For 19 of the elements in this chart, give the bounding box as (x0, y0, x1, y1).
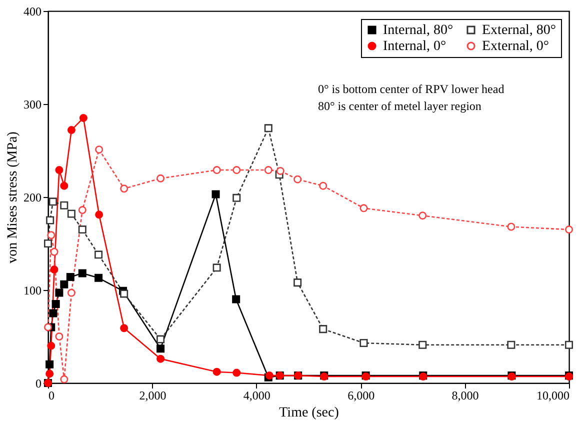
legend-label: External, 80° (482, 23, 556, 38)
y-axis-title: von Mises stress (MPa) (6, 131, 20, 264)
y-tick-label: 200 (24, 190, 42, 204)
x-tick-label: 0 (48, 388, 54, 402)
x-tick-label: 2,000 (139, 388, 166, 402)
x-tick-label: 4,000 (243, 388, 270, 402)
y-tick-label: 0 (36, 376, 42, 390)
x-axis-title: Time (sec) (279, 406, 340, 420)
annotation: 80° is center of metel layer region (318, 99, 482, 113)
y-tick-label: 400 (24, 4, 42, 18)
annotation: 0° is bottom center of RPV lower head (318, 82, 504, 96)
x-tick-label: 8,000 (452, 388, 479, 402)
x-tick-label: 10,000 (536, 388, 570, 402)
x-tick-label: 6,000 (348, 388, 375, 402)
legend-label: Internal, 0° (383, 39, 446, 54)
y-tick-label: 100 (24, 284, 42, 298)
y-tick-label: 300 (24, 98, 42, 112)
legend-label: External, 0° (482, 39, 550, 54)
legend-label: Internal, 80° (383, 23, 454, 38)
